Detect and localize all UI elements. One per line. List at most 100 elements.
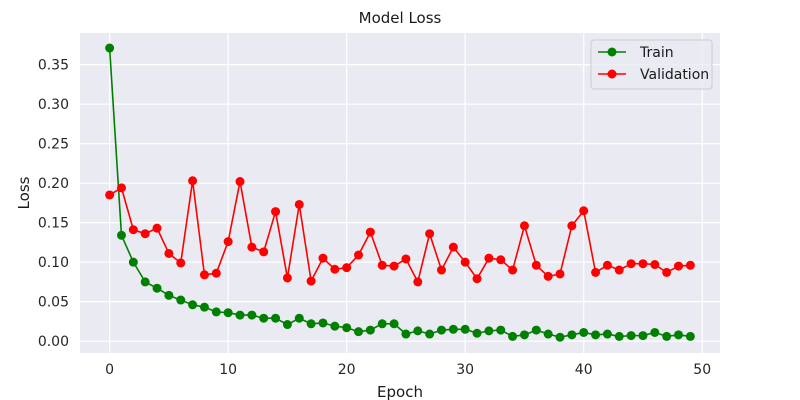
data-point-validation — [626, 259, 636, 269]
y-tick-label: 0.20 — [38, 176, 69, 192]
data-point-validation — [484, 253, 494, 263]
chart-title: Model Loss — [359, 9, 442, 27]
y-tick-label: 0.30 — [38, 97, 69, 113]
data-point-validation — [188, 176, 198, 186]
data-point-train — [685, 331, 695, 341]
legend-validation-marker — [607, 69, 617, 79]
data-point-validation — [294, 199, 304, 209]
series-train — [105, 43, 695, 342]
data-point-validation — [508, 265, 518, 275]
data-point-train — [413, 326, 423, 336]
data-point-train — [519, 330, 529, 340]
data-point-validation — [377, 260, 387, 270]
data-point-train — [176, 295, 186, 305]
data-point-train — [662, 331, 672, 341]
series-validation — [105, 176, 695, 287]
data-point-validation — [674, 261, 684, 271]
data-point-train — [567, 330, 577, 340]
legend-validation-label: Validation — [640, 67, 709, 83]
data-point-train — [152, 283, 162, 293]
data-point-train — [199, 302, 209, 312]
data-point-validation — [318, 253, 328, 263]
data-point-validation — [448, 242, 458, 252]
data-point-validation — [247, 242, 257, 252]
data-point-train — [579, 327, 589, 337]
x-tick-label: 0 — [105, 362, 114, 378]
x-tick-label: 50 — [693, 362, 711, 378]
series-layer — [105, 43, 695, 342]
y-tick-label: 0.10 — [38, 255, 69, 271]
data-point-validation — [271, 207, 281, 217]
y-tick-labels: 0.00 0.05 0.10 0.15 0.20 0.25 0.30 0.35 — [38, 58, 69, 351]
legend-train-marker — [607, 47, 617, 57]
data-point-train — [377, 319, 387, 329]
data-point-train — [188, 300, 198, 310]
data-point-train — [425, 329, 435, 339]
data-point-train — [128, 257, 138, 267]
data-point-validation — [365, 227, 375, 237]
legend: Train Validation — [590, 39, 713, 90]
data-point-validation — [199, 270, 209, 280]
data-point-validation — [638, 259, 648, 269]
data-point-train — [140, 277, 150, 287]
data-point-validation — [116, 183, 126, 193]
legend-train-label: Train — [639, 45, 674, 61]
data-point-validation — [389, 261, 399, 271]
data-point-train — [472, 328, 482, 338]
data-point-validation — [354, 250, 364, 260]
data-point-train — [543, 329, 553, 339]
data-point-train — [318, 318, 328, 328]
data-point-train — [116, 230, 126, 240]
data-point-train — [294, 313, 304, 323]
data-point-train — [484, 326, 494, 336]
data-point-validation — [306, 276, 316, 286]
data-point-validation — [591, 267, 601, 277]
data-point-validation — [555, 269, 565, 279]
data-point-train — [223, 308, 233, 318]
data-point-validation — [140, 229, 150, 239]
data-point-train — [591, 330, 601, 340]
data-point-validation — [105, 190, 115, 200]
data-point-train — [496, 325, 506, 335]
x-tick-label: 40 — [575, 362, 593, 378]
data-point-train — [365, 325, 375, 335]
data-point-train — [306, 319, 316, 329]
y-tick-label: 0.00 — [38, 334, 69, 350]
data-point-train — [436, 325, 446, 335]
data-point-train — [602, 329, 612, 339]
data-point-validation — [614, 265, 624, 275]
data-point-train — [626, 331, 636, 341]
data-point-validation — [567, 221, 577, 231]
data-point-validation — [211, 268, 221, 278]
data-point-validation — [259, 247, 269, 257]
data-point-validation — [413, 277, 423, 287]
data-point-train — [650, 327, 660, 337]
y-tick-label: 0.25 — [38, 137, 69, 153]
y-tick-label: 0.15 — [38, 216, 69, 232]
data-point-train — [674, 330, 684, 340]
data-point-train — [638, 331, 648, 341]
x-tick-label: 30 — [456, 362, 474, 378]
data-point-train — [448, 324, 458, 334]
data-point-validation — [425, 229, 435, 239]
data-point-validation — [685, 260, 695, 270]
data-point-train — [259, 313, 269, 323]
data-point-validation — [543, 271, 553, 281]
data-point-train — [354, 327, 364, 337]
data-point-validation — [330, 264, 340, 274]
data-point-validation — [662, 267, 672, 277]
data-point-validation — [472, 274, 482, 284]
data-point-train — [330, 321, 340, 331]
data-point-train — [555, 332, 565, 342]
data-point-train — [614, 331, 624, 341]
data-point-validation — [519, 221, 529, 231]
data-point-validation — [282, 273, 292, 283]
data-point-validation — [602, 260, 612, 270]
data-point-validation — [176, 258, 186, 268]
y-tick-label: 0.35 — [38, 58, 69, 74]
x-tick-label: 20 — [338, 362, 356, 378]
x-tick-label: 10 — [219, 362, 237, 378]
x-tick-labels: 0 10 20 30 40 50 — [105, 362, 711, 378]
data-point-train — [211, 307, 221, 317]
